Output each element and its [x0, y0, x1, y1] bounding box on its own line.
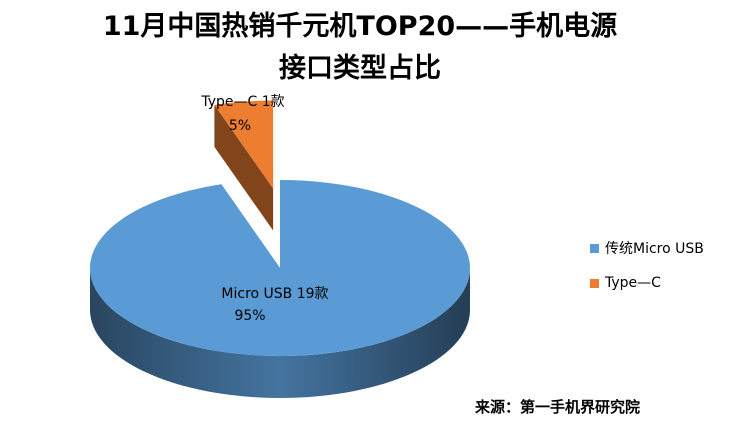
slice-front-0-0 — [90, 268, 470, 399]
pie-slice-side-1 — [214, 104, 274, 231]
legend-item-type-c: Type—C — [590, 275, 661, 291]
data-label-type-c-percent: 5% — [229, 118, 251, 134]
slice-wall-1-0 — [214, 104, 274, 231]
legend-item-micro-usb: 传统Micro USB — [590, 238, 704, 258]
chart-title-line1: 11月中国热销千元机TOP20——手机电源 — [102, 11, 618, 42]
data-label-micro-usb-percent: 95% — [234, 308, 265, 324]
legend-label-micro-usb: 传统Micro USB — [605, 241, 704, 257]
pie-slice-micro-usb — [90, 180, 471, 356]
source-note: 来源：第一手机界研究院 — [475, 398, 641, 416]
data-label-type-c: Type—C 1款 — [200, 94, 284, 110]
legend-swatch-micro-usb — [590, 243, 599, 253]
data-label-micro-usb: Micro USB 19款 — [221, 286, 328, 302]
pie-slice-type-c — [214, 100, 274, 189]
legend-label-type-c: Type—C — [605, 275, 661, 291]
legend-swatch-type-c — [590, 278, 599, 288]
chart-title-line2: 接口类型占比 — [279, 53, 441, 84]
